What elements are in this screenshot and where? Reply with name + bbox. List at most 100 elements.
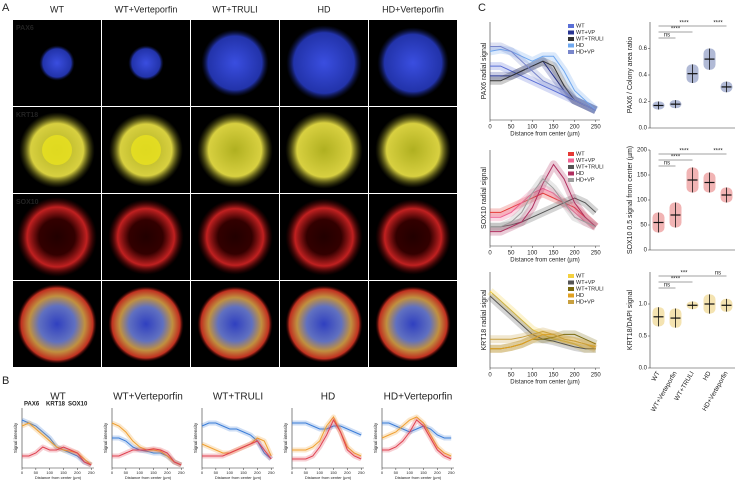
legend-swatch xyxy=(568,152,574,156)
x-tick-label: 0 xyxy=(488,125,492,131)
colony xyxy=(108,286,184,362)
x-tick-label: 0 xyxy=(291,470,294,475)
y-tick-label: 0 xyxy=(644,248,648,254)
legend-entry: WT+TRULI xyxy=(576,164,604,170)
line xyxy=(490,330,597,350)
x-tick-label: 0 xyxy=(381,470,384,475)
significance-label: **** xyxy=(671,155,681,161)
x-tick-label: 250 xyxy=(88,470,95,475)
colony xyxy=(286,25,362,101)
significance-label: **** xyxy=(671,277,681,283)
legend-entry: WT+VP xyxy=(576,30,595,36)
colony xyxy=(108,199,184,275)
panel-label: B xyxy=(2,375,9,387)
y-axis-label: SOX10 radial signal xyxy=(481,167,488,229)
colony xyxy=(197,112,273,188)
significance-label: *** xyxy=(680,271,688,277)
y-axis-label: KRT18 radial signal xyxy=(481,289,488,350)
line xyxy=(490,178,597,228)
x-tick-label: 100 xyxy=(316,470,323,475)
x-tick-label: 100 xyxy=(527,373,538,379)
panel-label: A xyxy=(2,2,10,14)
x-tick-label: 100 xyxy=(527,125,538,131)
x-tick-label: 200 xyxy=(254,470,261,475)
legend-swatch xyxy=(568,24,574,28)
x-tick-label: 100 xyxy=(406,470,413,475)
x-tick-label: 0 xyxy=(488,251,492,257)
y-axis-label: KRT18/DAPI signal xyxy=(627,289,634,350)
legend-swatch xyxy=(568,158,574,163)
line xyxy=(490,163,597,233)
x-tick-label: 50 xyxy=(34,470,39,475)
category-label: HD xyxy=(702,370,713,382)
significance-label: ns xyxy=(715,271,721,277)
chart-title: HD+Verteporfin xyxy=(384,392,453,403)
legend-swatch xyxy=(568,37,574,41)
x-tick-label: 250 xyxy=(591,251,602,257)
x-tick-label: 50 xyxy=(508,373,515,379)
y-tick-label: 1.0 xyxy=(639,302,648,308)
x-tick-label: 0 xyxy=(488,373,492,379)
x-tick-label: 0 xyxy=(21,470,24,475)
charts: Signal intensity WT 0 50 100 150 200 250 Distanc… xyxy=(13,21,735,480)
legend-swatch xyxy=(568,50,574,54)
colony xyxy=(285,111,363,189)
panel-label: C xyxy=(478,2,486,14)
colony-core xyxy=(131,135,161,165)
x-tick-label: 200 xyxy=(164,470,171,475)
legend-swatch xyxy=(568,274,574,278)
legend-entry: HD xyxy=(576,171,584,177)
legend-entry: HD xyxy=(576,43,584,49)
x-tick-label: 150 xyxy=(548,373,559,379)
line xyxy=(382,422,452,439)
y-tick-label: 0.2 xyxy=(639,99,648,105)
chart-title: WT+Verteporfin xyxy=(113,392,183,403)
x-tick-label: 150 xyxy=(548,125,559,131)
x-tick-label: 150 xyxy=(150,470,157,475)
y-axis-label: SOX10 0.5 signal from center (µm) xyxy=(627,146,634,254)
x-tick-label: 150 xyxy=(420,470,427,475)
line xyxy=(292,416,362,457)
legend-swatch xyxy=(568,30,574,35)
x-tick-label: 50 xyxy=(214,470,219,475)
line xyxy=(490,46,597,111)
legend-entry: WT+TRULI xyxy=(576,36,604,42)
legend-swatch xyxy=(568,43,574,48)
significance-label: **** xyxy=(713,149,723,155)
y-axis-label: PAX6 / Colony area ratio xyxy=(627,37,634,114)
line xyxy=(381,416,452,457)
line xyxy=(292,422,362,436)
x-tick-label: 150 xyxy=(330,470,337,475)
legend-swatch xyxy=(568,287,574,291)
x-axis-label: Distance from center (µm) xyxy=(305,475,352,480)
x-tick-label: 150 xyxy=(548,251,559,257)
chart-title: WT xyxy=(50,392,66,403)
line xyxy=(490,197,597,228)
x-axis-label: Distance from center (µm) xyxy=(510,132,579,138)
y-axis-label: Signal intensity xyxy=(373,422,378,453)
colony xyxy=(285,198,363,276)
column-header: WT xyxy=(50,4,64,14)
category-label: WT xyxy=(651,370,662,382)
y-tick-label: 0.5 xyxy=(639,334,648,340)
y-axis-label: Signal intensity xyxy=(283,422,288,453)
line xyxy=(489,48,597,111)
legend-entry: HD+VP xyxy=(576,299,595,305)
colony-core xyxy=(42,135,72,165)
x-tick-label: 0 xyxy=(111,470,114,475)
column-header: WT+Verteporfin xyxy=(115,4,178,14)
x-tick-label: 50 xyxy=(508,251,515,257)
y-tick-label: 150 xyxy=(637,173,648,179)
legend-entry: WT xyxy=(576,23,585,29)
significance-label: **** xyxy=(713,21,723,27)
legend-swatch xyxy=(568,293,574,298)
significance-label: ns xyxy=(664,161,670,167)
line xyxy=(382,419,452,460)
x-tick-label: 50 xyxy=(394,470,399,475)
colony xyxy=(201,29,269,97)
legend-entry: HD+VP xyxy=(576,177,595,183)
line xyxy=(490,192,597,228)
legend-entry: WT+VP xyxy=(576,280,595,286)
legend-swatch xyxy=(568,171,574,176)
